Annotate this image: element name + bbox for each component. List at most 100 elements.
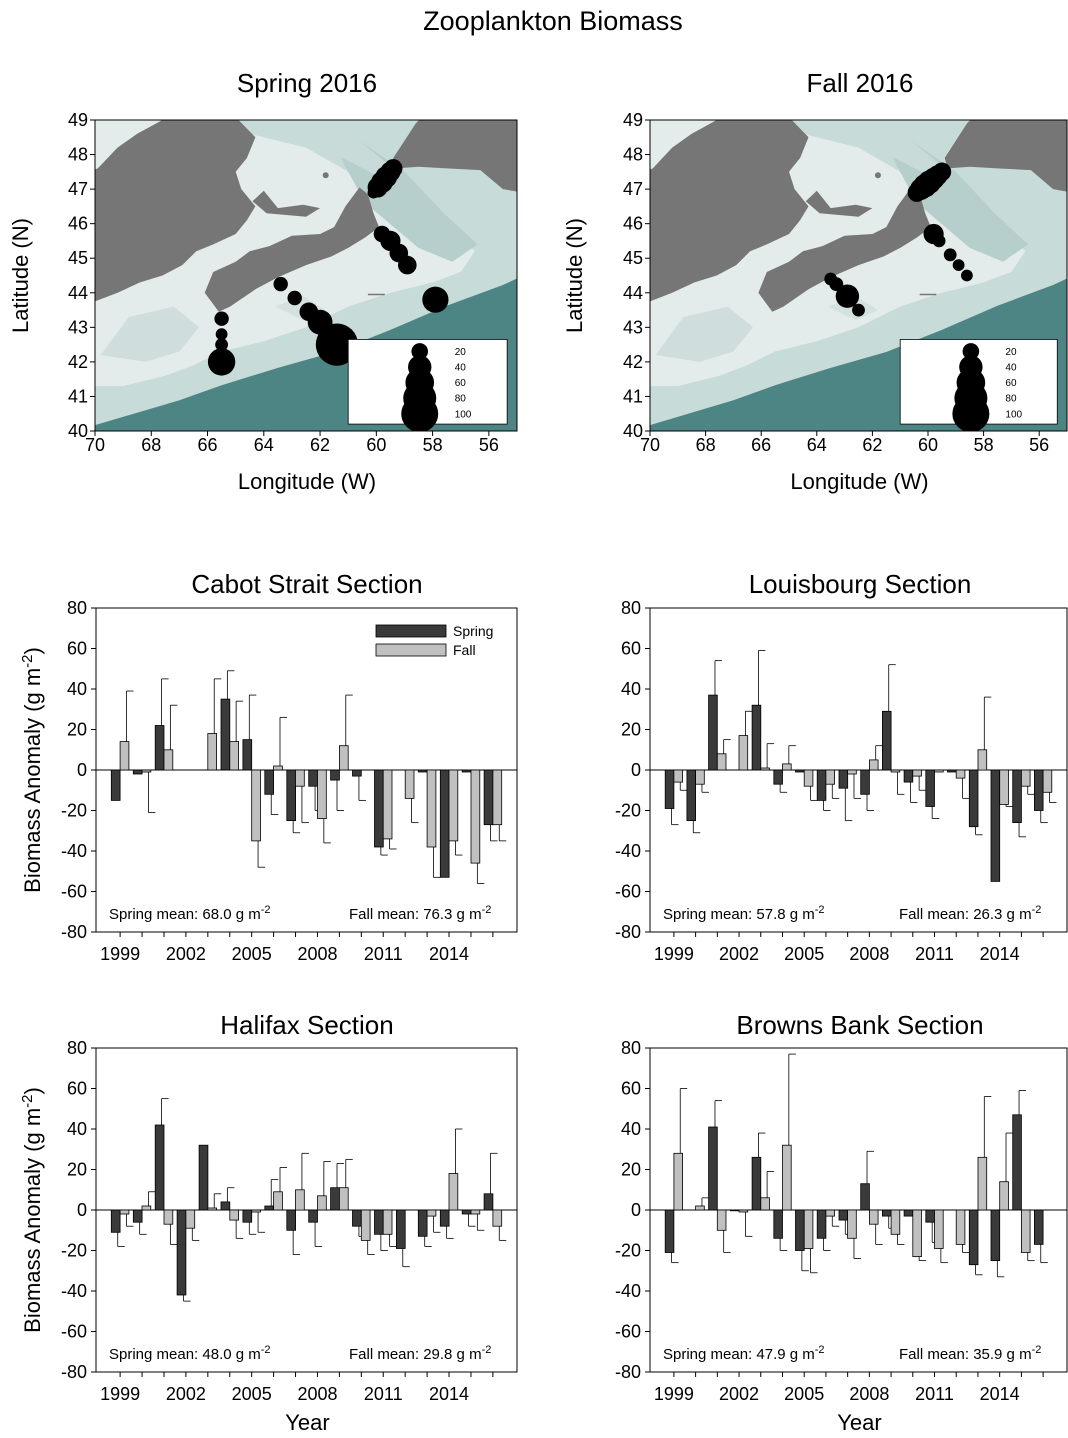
y-tick-label: 40 <box>623 421 643 441</box>
channel-upper <box>872 130 945 176</box>
bar-fall <box>890 769 901 773</box>
station-point <box>398 255 417 275</box>
chart-cabot-strait: Cabot Strait Section -80 -60 -40 -20 0 20 40 60 8… <box>19 569 518 964</box>
bar-spring <box>395 1209 406 1249</box>
bar-spring <box>374 769 384 848</box>
y-axis-label-sup: -2 <box>19 1095 36 1108</box>
station-point <box>852 303 865 317</box>
y-axis-label-main: Biomass Anomaly (g m <box>20 1108 45 1333</box>
bar-fall <box>141 1205 152 1211</box>
y-tick-label: -40 <box>61 1281 87 1301</box>
x-tick-label: 2002 <box>719 944 759 964</box>
x-tick-label: 56 <box>479 435 499 455</box>
bar-spring <box>816 769 827 801</box>
x-tick-label: 2014 <box>980 1384 1020 1404</box>
bar-spring <box>968 1209 979 1266</box>
station-point <box>932 234 946 248</box>
bar-fall <box>251 769 261 842</box>
station-point <box>214 311 229 326</box>
bar-spring <box>925 769 935 807</box>
land-pei <box>252 190 321 217</box>
station-point <box>207 348 236 376</box>
bar-spring <box>882 710 892 771</box>
bar-fall <box>869 1209 879 1225</box>
chart-title: Cabot Strait Section <box>191 569 422 599</box>
x-axis-label: Year <box>837 1410 881 1435</box>
bar-fall <box>119 741 130 771</box>
bar-spring <box>308 1209 318 1223</box>
y-tick-label: 20 <box>621 720 641 740</box>
bar-spring <box>686 769 697 821</box>
y-tick-label: 40 <box>67 679 87 699</box>
bar-fall <box>492 1209 503 1227</box>
bar-spring <box>838 1209 849 1221</box>
legend-size-label: 80 <box>455 394 467 405</box>
bar-fall <box>273 1191 283 1211</box>
y-tick-label: 42 <box>623 352 643 372</box>
y-tick-label: -60 <box>615 882 641 902</box>
fall-mean-annotation: Fall mean: 35.9 g m-2 <box>899 1344 1041 1363</box>
bar-fall <box>163 1209 174 1225</box>
bar-spring <box>352 1209 362 1227</box>
bar-fall <box>673 1152 684 1211</box>
land-nova-scotia <box>758 187 931 312</box>
y-tick-label: 60 <box>621 1079 641 1099</box>
y-tick-label: 45 <box>623 248 643 268</box>
bar-fall <box>999 769 1009 805</box>
bar-fall <box>338 745 349 771</box>
y-tick-label: 20 <box>67 1160 87 1180</box>
bar-spring <box>968 769 979 828</box>
y-tick-label: 46 <box>68 214 88 234</box>
bar-spring <box>439 1209 450 1227</box>
y-tick-label: 40 <box>621 1119 641 1139</box>
chart-browns-bank: Browns Bank Section -80 -60 -40 -20 0 20 40 60 80… <box>615 1010 1068 1435</box>
bar-fall <box>977 749 988 771</box>
y-tick-label: 60 <box>621 639 641 659</box>
x-tick-label: 58 <box>974 435 994 455</box>
y-tick-label: 41 <box>623 386 643 406</box>
x-tick-label: 2005 <box>232 944 272 964</box>
station-point <box>215 328 228 341</box>
y-tick-label: 49 <box>623 110 643 130</box>
x-tick-label: 60 <box>918 435 938 455</box>
unit-superscript: -2 <box>1032 904 1042 916</box>
bar-spring <box>110 1209 121 1233</box>
map-frame <box>649 119 1068 432</box>
bar-spring <box>417 1209 428 1237</box>
x-tick-label: 1999 <box>100 944 140 964</box>
bar-fall <box>934 769 944 773</box>
bar-spring <box>483 1193 494 1211</box>
bar-fall <box>141 769 152 773</box>
station-point <box>952 259 965 271</box>
y-axis-label: Biomass Anomaly (g m-2) <box>19 1087 45 1333</box>
bar-spring <box>286 769 296 821</box>
bar-fall <box>1021 1209 1031 1253</box>
land-anticosti <box>803 98 881 119</box>
bar-fall <box>229 741 240 771</box>
bar-spring <box>795 1209 805 1251</box>
y-tick-label: -60 <box>615 1322 641 1342</box>
bar-fall <box>119 1209 130 1215</box>
unit-superscript: -2 <box>482 904 492 916</box>
y-tick-label: 80 <box>621 1038 641 1058</box>
bar-spring <box>439 769 450 878</box>
bar-fall <box>470 1209 481 1215</box>
figure-title: Zooplankton Biomass <box>423 6 683 36</box>
bar-fall <box>673 769 684 783</box>
y-tick-label: 40 <box>68 421 88 441</box>
bar-fall <box>426 769 437 848</box>
channel-upper <box>320 130 394 176</box>
land-newfoundland <box>393 120 517 192</box>
x-tick-label: 64 <box>254 435 274 455</box>
bar-fall <box>317 1195 327 1211</box>
bar-spring <box>308 769 318 787</box>
y-tick-label: 47 <box>68 179 88 199</box>
legend-swatch <box>375 643 447 657</box>
x-tick-label: 64 <box>807 435 827 455</box>
y-tick-label: 43 <box>68 317 88 337</box>
land-magdalen <box>322 172 329 179</box>
bar-fall <box>825 1209 836 1217</box>
x-axis-label: Longitude (W) <box>790 469 928 494</box>
bar-spring <box>795 769 805 773</box>
y-tick-label: 46 <box>623 214 643 234</box>
